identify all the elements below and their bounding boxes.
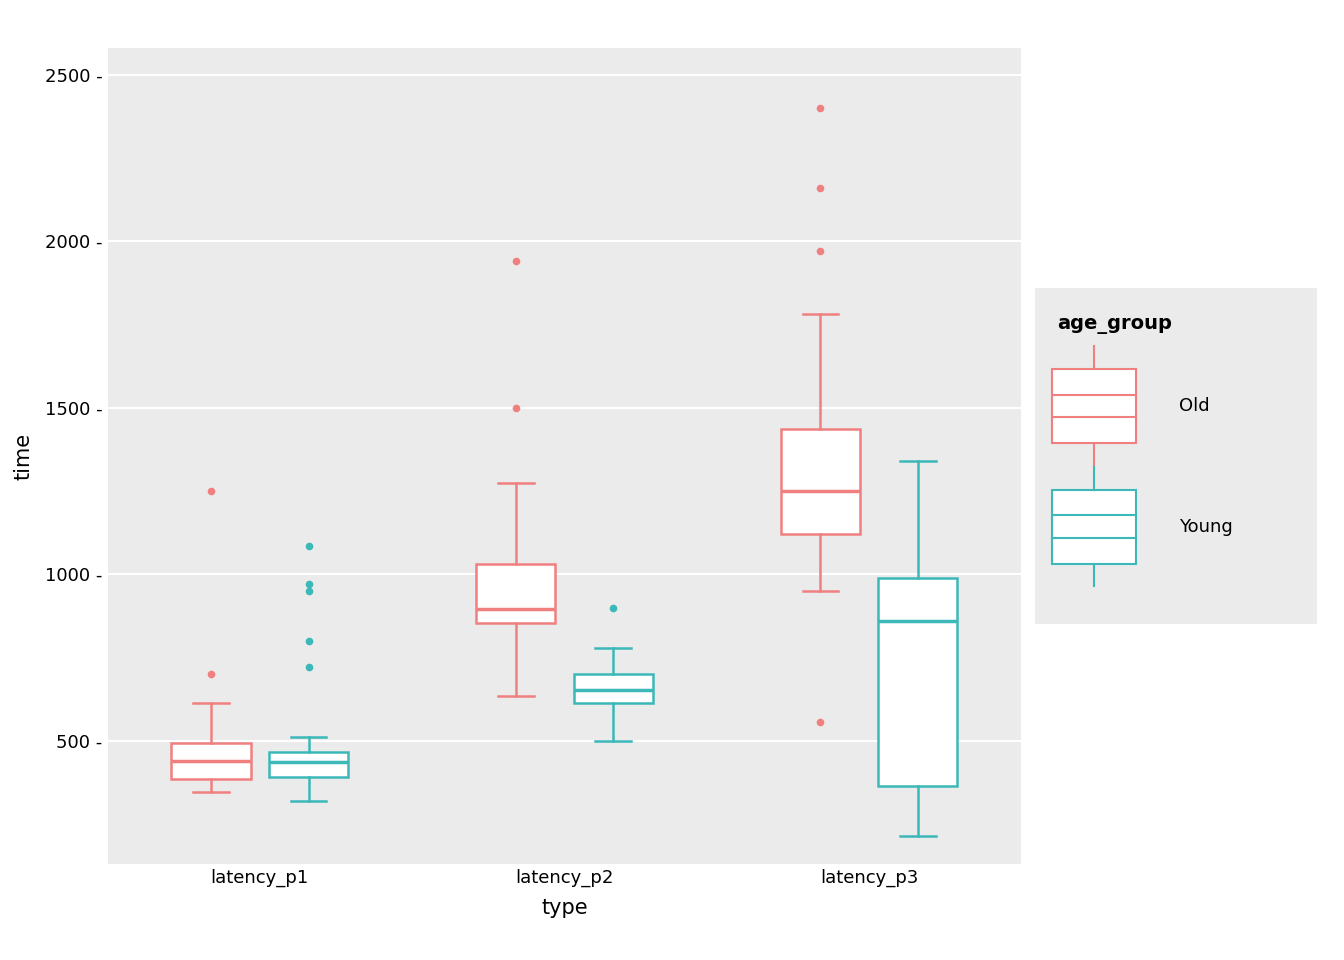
Bar bbox=[476, 564, 555, 622]
Bar bbox=[878, 578, 957, 785]
Bar bbox=[781, 429, 860, 535]
Bar bbox=[269, 753, 348, 777]
Y-axis label: time: time bbox=[13, 432, 34, 480]
Text: age_group: age_group bbox=[1058, 315, 1172, 334]
Bar bbox=[172, 743, 251, 780]
Bar bbox=[1052, 369, 1137, 443]
X-axis label: type: type bbox=[542, 899, 587, 918]
Text: Young: Young bbox=[1179, 517, 1232, 536]
Bar bbox=[574, 674, 653, 703]
Text: Old: Old bbox=[1179, 396, 1210, 415]
Bar bbox=[1052, 490, 1137, 564]
